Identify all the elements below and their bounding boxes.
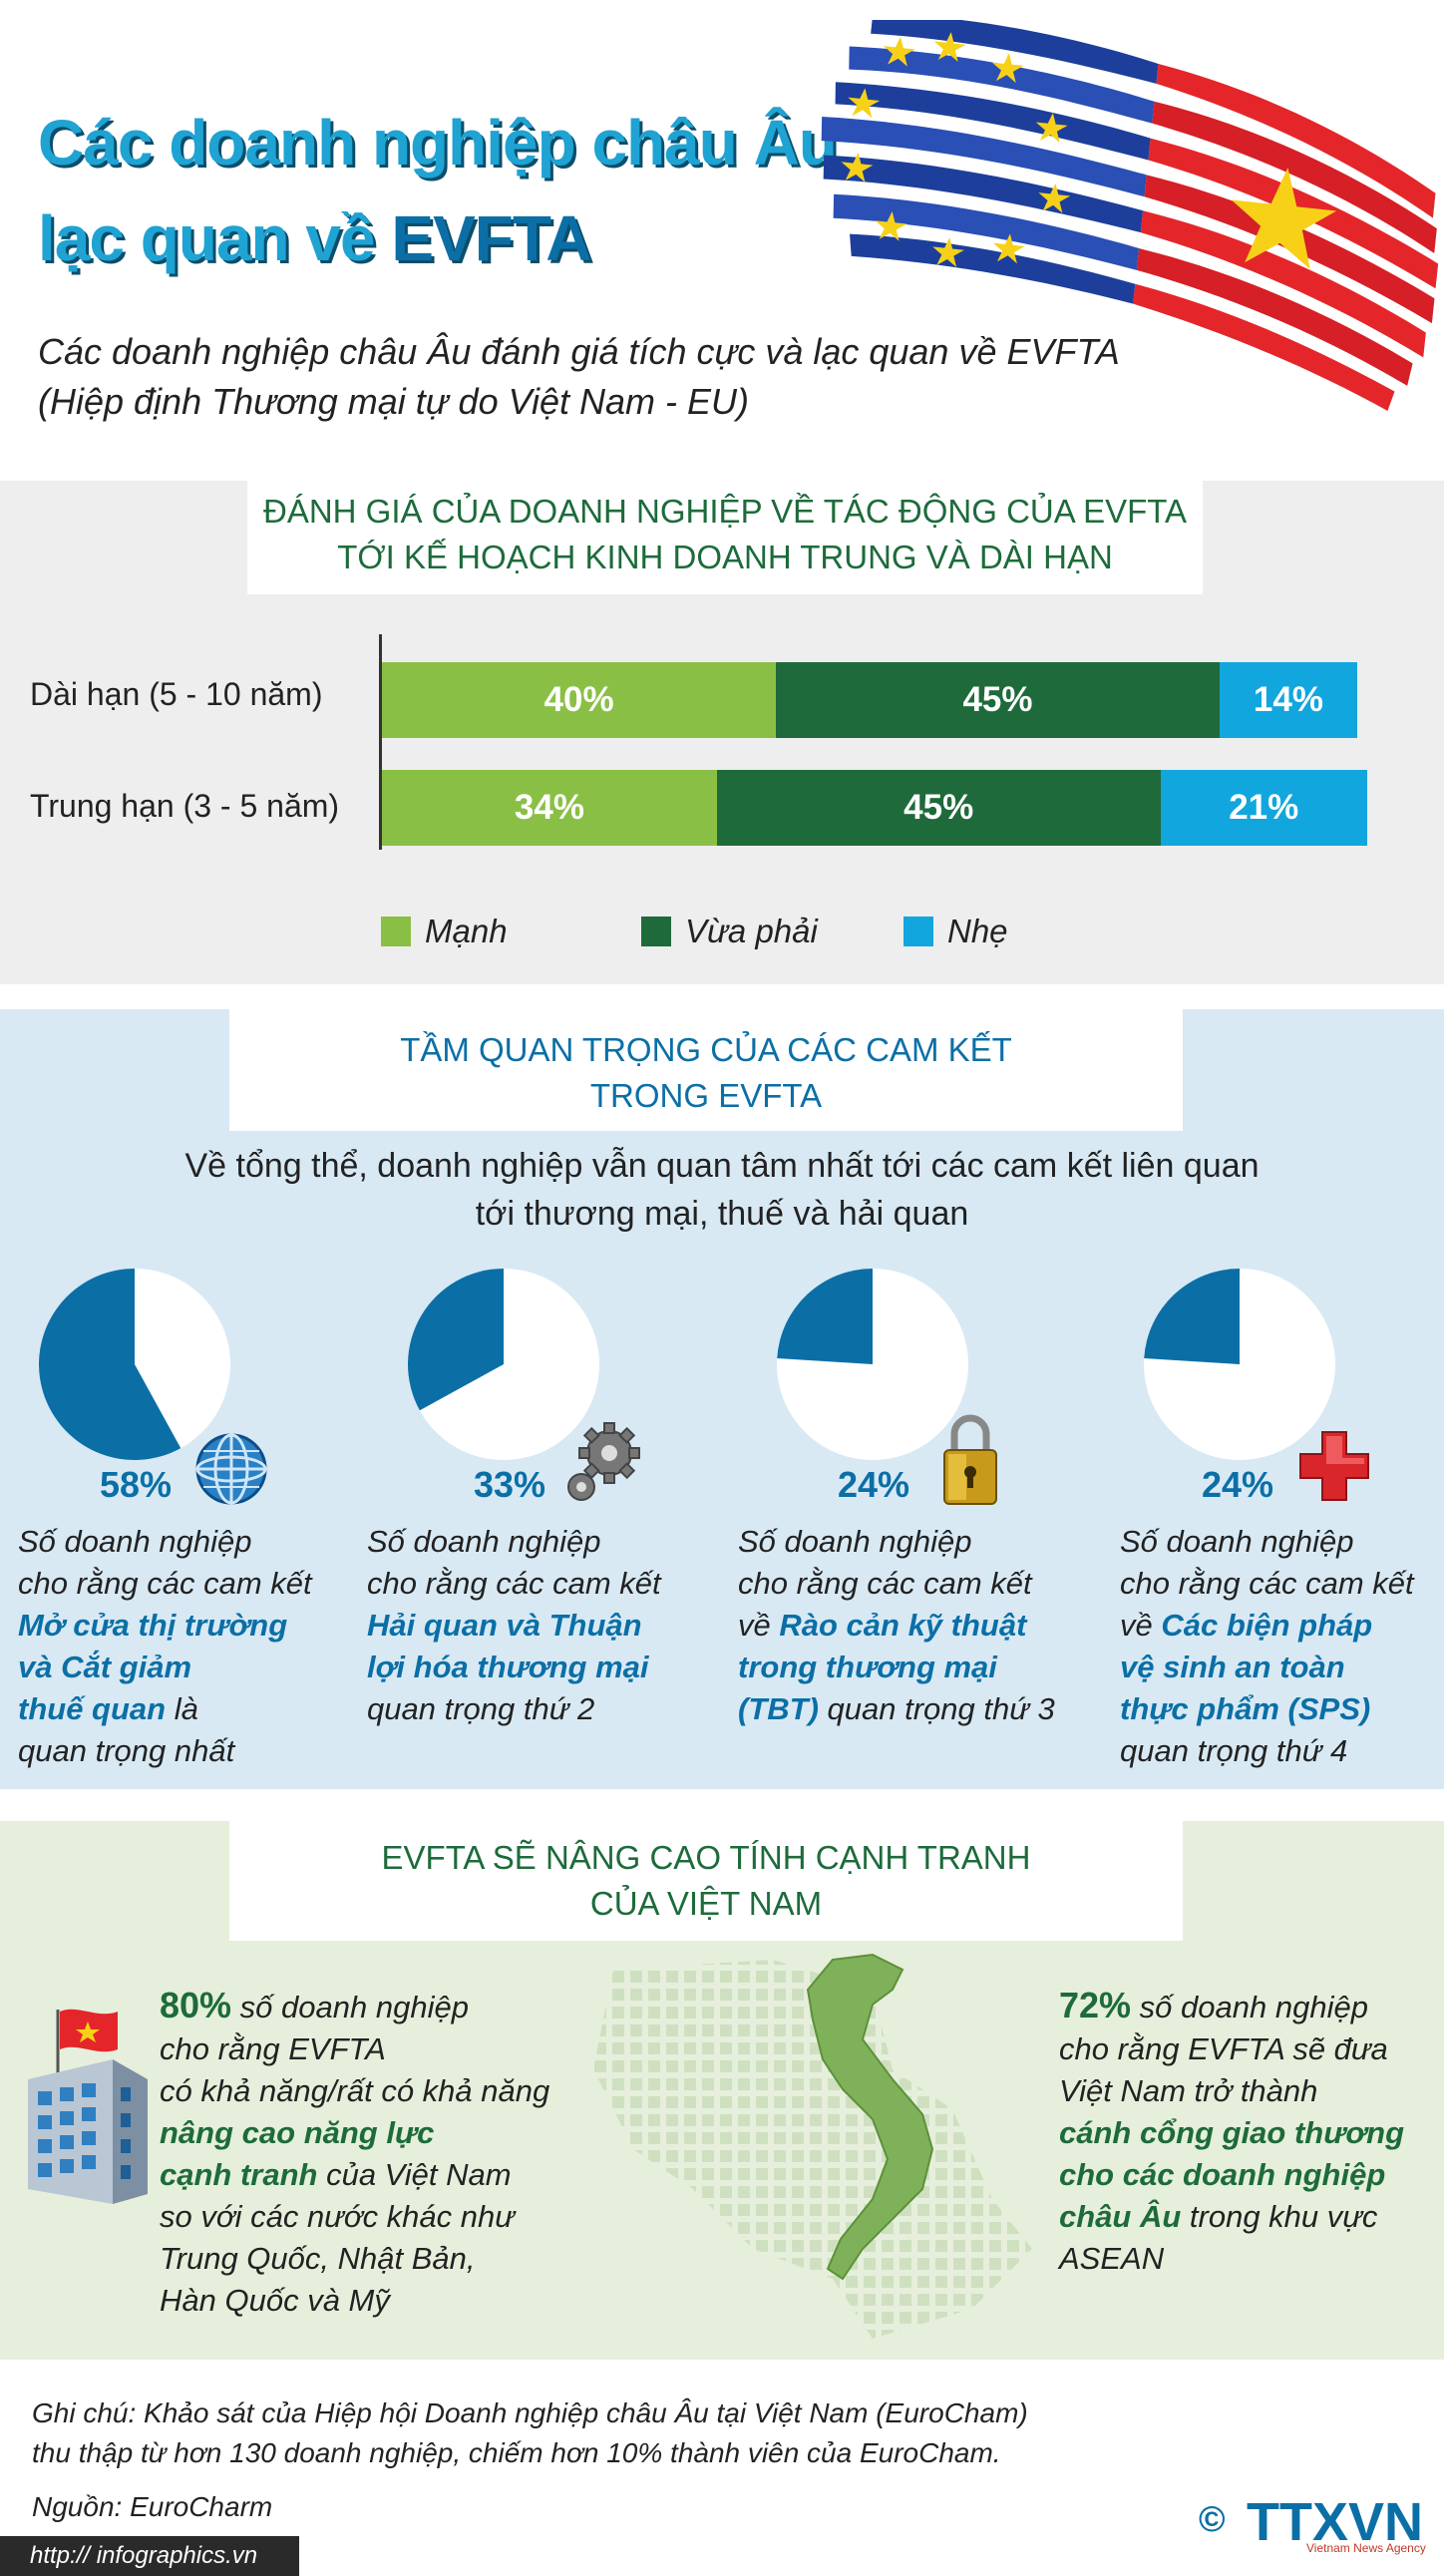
bar-long-term-light: 14%	[1219, 662, 1358, 738]
chart-axis	[379, 634, 382, 850]
pct-label-sps: 24%	[1202, 1464, 1274, 1505]
pie-slice	[39, 1269, 181, 1460]
ttxvn-logo: TTXVN	[1247, 2492, 1424, 2552]
pie-slice	[1144, 1269, 1240, 1364]
pct-label-tbt: 24%	[838, 1464, 910, 1505]
survey-note: Ghi chú: Khảo sát của Hiệp hội Doanh ngh…	[32, 2397, 1028, 2468]
section1-heading-line-1: ĐÁNH GIÁ CỦA DOANH NGHIỆP VỀ TÁC ĐỘNG CỦ…	[263, 493, 1187, 530]
globe-icon	[195, 1433, 267, 1505]
eu-flag-strokes	[821, 20, 1159, 304]
eu-vietnam-flags-illustration	[821, 20, 1439, 411]
pct-label-customs: 33%	[474, 1464, 546, 1505]
legend-swatch-light	[903, 917, 933, 946]
section2-heading: TẦM QUAN TRỌNG CỦA CÁC CAM KẾT TRONG EVF…	[229, 1009, 1183, 1131]
stat-left-pct: 80%	[160, 1985, 232, 2025]
pie-slice	[777, 1269, 873, 1364]
section3-heading-line-2: CỦA VIỆT NAM	[589, 1885, 823, 1922]
title-line-1: Các doanh nghiệp châu Âu	[38, 107, 838, 179]
section1-heading-line-2: TỚI KẾ HOẠCH KINH DOANH TRUNG VÀ DÀI HẠN	[337, 539, 1113, 575]
title-evfta: EVFTA	[391, 202, 591, 274]
bar-mid-term-strong: 34%	[382, 770, 717, 846]
bar-long-term-strong: 40%	[382, 662, 777, 738]
legend-swatch-moderate	[641, 917, 671, 946]
vn-star-icon	[1231, 168, 1337, 270]
pie-slice	[408, 1269, 504, 1411]
pie-chart-tbt	[777, 1269, 968, 1460]
section3-heading: EVFTA SẼ NÂNG CAO TÍNH CẠNH TRANH CỦA VI…	[229, 1821, 1183, 1941]
bar-mid-term-light: 21%	[1160, 770, 1367, 846]
section1-heading: ĐÁNH GIÁ CỦA DOANH NGHIỆP VỀ TÁC ĐỘNG CỦ…	[247, 481, 1203, 594]
stat-trade-gateway: 72% số doanh nghiệp cho rằng EVFTA sẽ đư…	[1059, 1985, 1405, 2276]
subtitle-line-2: (Hiệp định Thương mại tự do Việt Nam - E…	[38, 381, 749, 422]
legend-item-moderate: Vừa phải	[641, 913, 818, 950]
commitment-desc-sps: Số doanh nghiệp cho rằng các cam kết về …	[1120, 1524, 1414, 1768]
stat-competitiveness: 80% số doanh nghiệp cho rằng EVFTA có kh…	[160, 1985, 550, 2318]
category-label-long-term: Dài hạn (5 - 10 năm)	[30, 676, 323, 712]
gears-icon	[567, 1422, 640, 1501]
bar-long-term-moderate: 45%	[776, 662, 1220, 738]
copyright-icon: ©	[1199, 2498, 1226, 2539]
commitment-desc-tbt: Số doanh nghiệp cho rằng các cam kết về …	[738, 1524, 1055, 1726]
pct-label-market-access: 58%	[100, 1464, 173, 1505]
site-url-link[interactable]: http:// infographics.vn	[0, 2536, 299, 2576]
asia-dot-map-illustration	[593, 1953, 1032, 2339]
category-label-mid-term: Trung hạn (3 - 5 năm)	[30, 788, 340, 824]
medical-cross-icon	[1299, 1431, 1369, 1501]
section2-heading-line-1: TẦM QUAN TRỌNG CỦA CÁC CAM KẾT	[400, 1031, 1012, 1068]
section2-intro: Về tổng thể, doanh nghiệp vẫn quan tâm n…	[184, 1147, 1260, 1233]
eu-stars-icon	[841, 32, 1071, 267]
pie-chart-customs	[408, 1269, 599, 1460]
section3-heading-line-1: EVFTA SẼ NÂNG CAO TÍNH CẠNH TRANH	[381, 1839, 1031, 1876]
vietnam-map-shape	[806, 1953, 934, 2281]
bar-mid-term-moderate: 45%	[716, 770, 1161, 846]
commitment-desc-customs: Số doanh nghiệp cho rằng các cam kết Hải…	[367, 1524, 661, 1726]
legend-item-strong: Mạnh	[381, 913, 508, 950]
stat-right-pct: 72%	[1059, 1985, 1132, 2025]
pie-chart-market-access	[39, 1269, 230, 1460]
padlock-icon	[943, 1414, 997, 1505]
page-title: Các doanh nghiệp châu Âu lạc quan về EVF…	[38, 95, 838, 286]
pie-chart-sps	[1144, 1269, 1335, 1460]
subtitle: Các doanh nghiệp châu Âu đánh giá tích c…	[38, 327, 1185, 427]
title-line-2: lạc quan về EVFTA	[38, 202, 591, 274]
section2-heading-line-2: TRONG EVFTA	[589, 1077, 823, 1114]
commitment-desc-market-access: Số doanh nghiệp cho rằng các cam kết Mở …	[18, 1524, 312, 1768]
vn-flag-strokes	[1133, 64, 1439, 411]
office-building-icon	[28, 2009, 148, 2204]
source-label: Nguồn: EuroCharm	[32, 2491, 273, 2522]
legend-item-light: Nhẹ	[903, 913, 1008, 950]
legend-swatch-strong	[381, 917, 411, 946]
ttxvn-logo-subtitle: Vietnam News Agency	[1306, 2541, 1426, 2555]
subtitle-line-1: Các doanh nghiệp châu Âu đánh giá tích c…	[38, 331, 1120, 372]
